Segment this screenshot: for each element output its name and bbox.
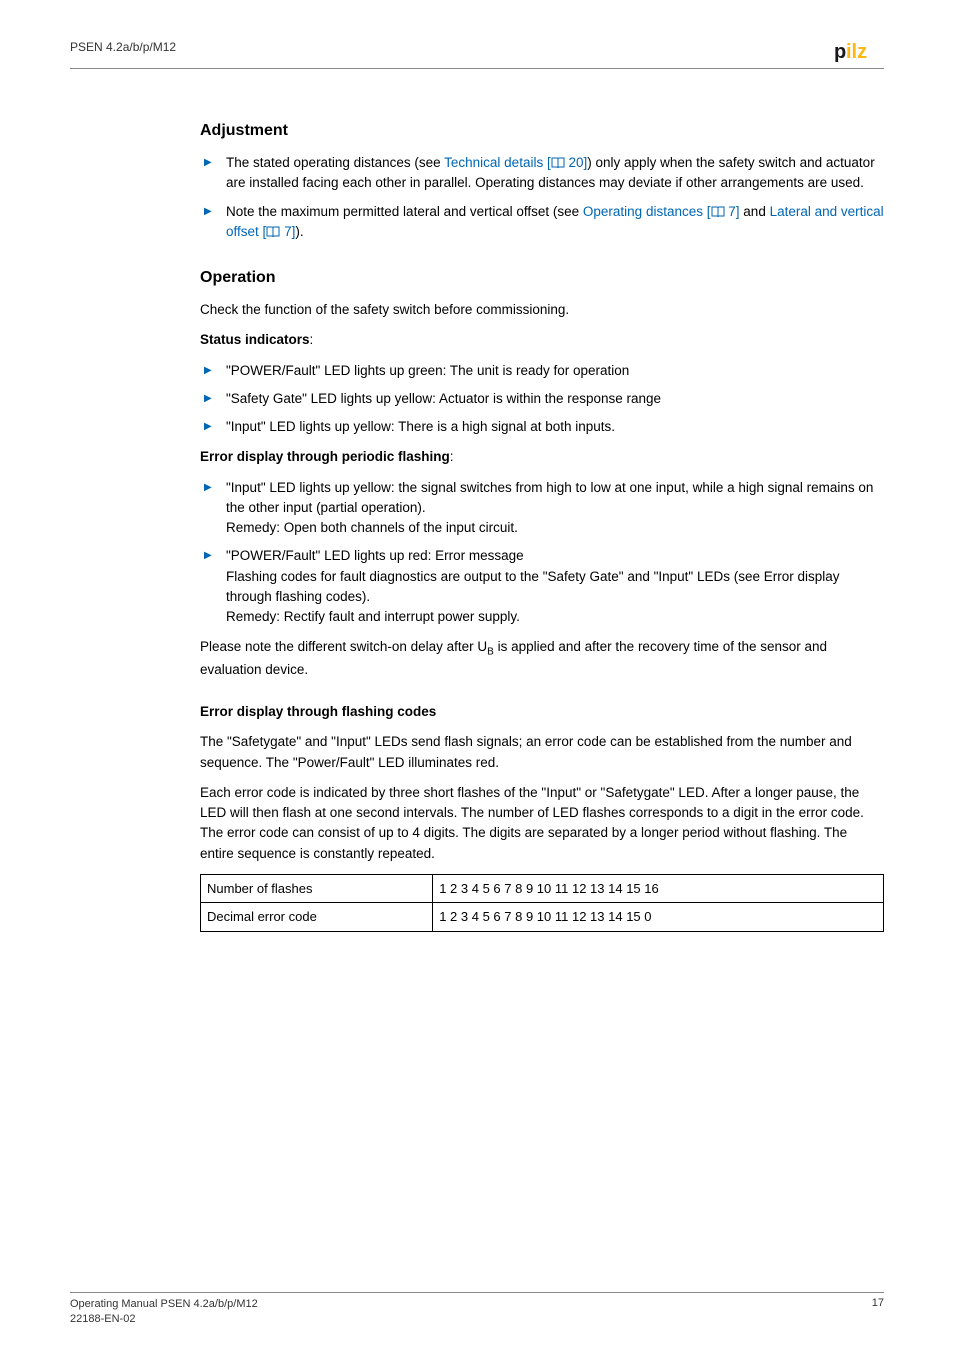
error-flash-list: "Input" LED lights up yellow: the signal… — [200, 478, 884, 628]
operating-distances-link[interactable]: Operating distances [ 7] — [583, 204, 740, 219]
table-cell: Number of flashes — [201, 874, 433, 903]
list-item: Note the maximum permitted lateral and v… — [200, 202, 884, 243]
flash-codes-heading: Error display through flashing codes — [200, 702, 884, 722]
operation-heading: Operation — [200, 266, 884, 290]
book-icon — [551, 157, 565, 169]
pilz-logo: p ilz — [834, 40, 884, 62]
error-code-table: Number of flashes 1 2 3 4 5 6 7 8 9 10 1… — [200, 874, 884, 932]
table-row: Number of flashes 1 2 3 4 5 6 7 8 9 10 1… — [201, 874, 884, 903]
page-number: 17 — [872, 1297, 884, 1326]
page-header: PSEN 4.2a/b/p/M12 p ilz — [70, 40, 884, 69]
table-cell: Decimal error code — [201, 903, 433, 932]
page-footer: Operating Manual PSEN 4.2a/b/p/M12 22188… — [70, 1292, 884, 1326]
book-icon — [711, 206, 725, 218]
status-indicators-label: Status indicators: — [200, 330, 884, 350]
header-product: PSEN 4.2a/b/p/M12 — [70, 40, 176, 54]
operation-intro: Check the function of the safety switch … — [200, 300, 884, 320]
svg-text:ilz: ilz — [846, 41, 867, 62]
status-list: "POWER/Fault" LED lights up green: The u… — [200, 361, 884, 438]
flash-codes-p1: The "Safetygate" and "Input" LEDs send f… — [200, 732, 884, 773]
footer-left: Operating Manual PSEN 4.2a/b/p/M12 22188… — [70, 1297, 258, 1326]
technical-details-link[interactable]: Technical details [ 20] — [444, 155, 587, 170]
adjustment-heading: Adjustment — [200, 119, 884, 143]
list-item: The stated operating distances (see Tech… — [200, 153, 884, 194]
list-item: "Input" LED lights up yellow: the signal… — [200, 478, 884, 539]
error-flash-label: Error display through periodic flashing: — [200, 447, 884, 467]
switch-on-note: Please note the different switch-on dela… — [200, 637, 884, 680]
svg-text:p: p — [834, 41, 846, 62]
list-item: "Input" LED lights up yellow: There is a… — [200, 417, 884, 437]
main-content: Adjustment The stated operating distance… — [200, 119, 884, 932]
table-row: Decimal error code 1 2 3 4 5 6 7 8 9 10 … — [201, 903, 884, 932]
flash-codes-p2: Each error code is indicated by three sh… — [200, 783, 884, 864]
list-item: "POWER/Fault" LED lights up red: Error m… — [200, 546, 884, 627]
adjustment-list: The stated operating distances (see Tech… — [200, 153, 884, 242]
table-cell: 1 2 3 4 5 6 7 8 9 10 11 12 13 14 15 16 — [433, 874, 884, 903]
list-item: "POWER/Fault" LED lights up green: The u… — [200, 361, 884, 381]
table-cell: 1 2 3 4 5 6 7 8 9 10 11 12 13 14 15 0 — [433, 903, 884, 932]
book-icon — [266, 226, 280, 238]
list-item: "Safety Gate" LED lights up yellow: Actu… — [200, 389, 884, 409]
